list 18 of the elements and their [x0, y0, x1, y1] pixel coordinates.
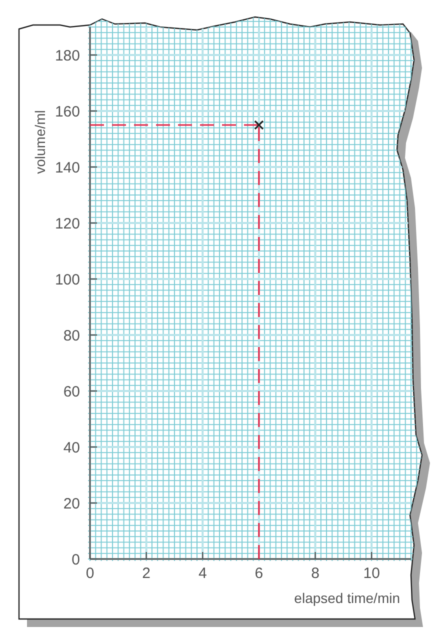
y-tick-label: 160: [54, 103, 80, 120]
y-tick-label: 100: [54, 271, 80, 288]
y-tick-label: 0: [72, 551, 80, 568]
x-tick-label: 6: [254, 565, 264, 582]
x-tick-label: 4: [198, 565, 207, 582]
y-tick-label: 80: [63, 327, 80, 344]
x-tick-label: 10: [363, 565, 380, 582]
x-tick-label: 2: [142, 565, 150, 582]
x-tick-label: 0: [86, 565, 94, 582]
y-tick-label: 140: [54, 159, 80, 176]
x-axis-title: elapsed time/min: [294, 590, 400, 606]
y-tick-label: 120: [54, 215, 80, 232]
y-axis-title: volume/ml: [32, 110, 48, 174]
y-tick-label: 180: [54, 47, 80, 64]
y-tick-label: 40: [63, 439, 80, 456]
y-tick-label: 20: [63, 495, 80, 512]
y-tick-label: 60: [63, 383, 80, 400]
x-tick-label: 8: [311, 565, 320, 582]
